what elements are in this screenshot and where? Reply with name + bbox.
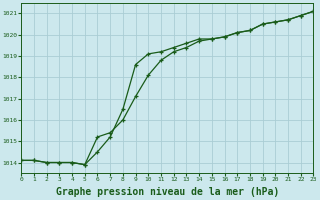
X-axis label: Graphe pression niveau de la mer (hPa): Graphe pression niveau de la mer (hPa) [56, 187, 279, 197]
